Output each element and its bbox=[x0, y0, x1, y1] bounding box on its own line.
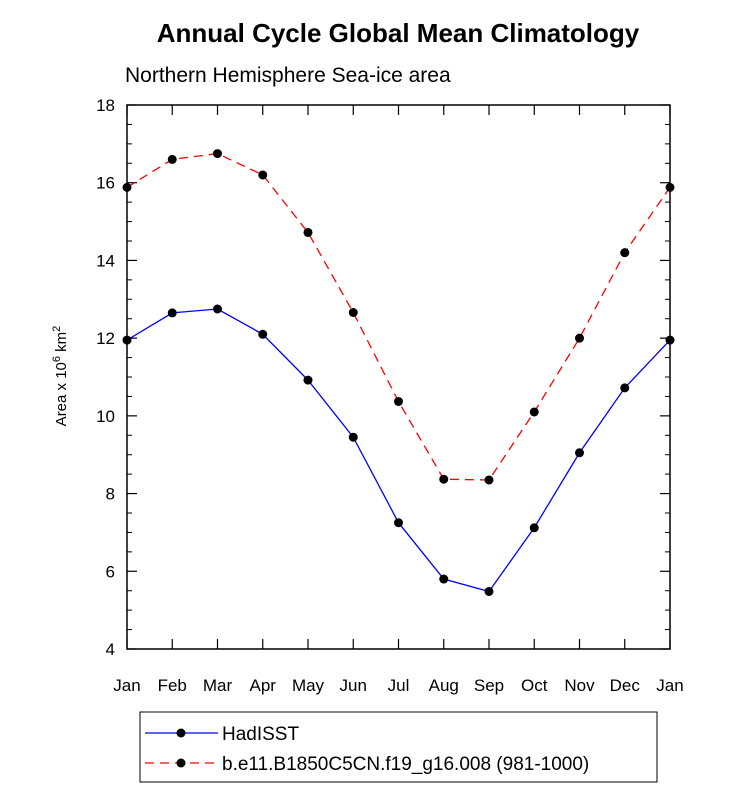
x-tick-label: Jun bbox=[340, 676, 367, 695]
legend-marker-2 bbox=[176, 758, 186, 768]
series-1-point bbox=[439, 574, 449, 584]
x-tick-label: May bbox=[292, 676, 325, 695]
series-2-point bbox=[258, 170, 268, 180]
series-1-point bbox=[258, 329, 268, 339]
series-2-point bbox=[122, 182, 132, 192]
y-axis-label-text: Area x 10 bbox=[53, 362, 70, 426]
series-2-point bbox=[620, 248, 630, 258]
y-tick-label: 18 bbox=[96, 96, 115, 115]
y-axis-label-unit-exponent: 2 bbox=[51, 326, 63, 332]
y-axis-label-exponent: 6 bbox=[51, 356, 63, 362]
y-axis-label: Area x 106 km2 bbox=[51, 326, 70, 427]
y-tick-label: 12 bbox=[96, 329, 115, 348]
legend-box bbox=[139, 711, 658, 783]
series-1-point bbox=[348, 432, 358, 442]
series-2-point bbox=[348, 307, 358, 317]
x-tick-label: Aug bbox=[429, 676, 459, 695]
legend-label-2: b.e11.B1850C5CN.f19_g16.008 (981-1000) bbox=[222, 754, 589, 775]
series-1-point bbox=[167, 308, 177, 318]
series-2-point bbox=[575, 333, 584, 343]
y-tick-label: 16 bbox=[96, 174, 115, 193]
series-1-point bbox=[394, 518, 403, 528]
series-1-point bbox=[665, 335, 675, 345]
x-tick-label: Jan bbox=[656, 676, 683, 695]
x-tick-label: Oct bbox=[521, 676, 548, 695]
legend: HadISST b.e11.B1850C5CN.f19_g16.008 (981-… bbox=[145, 724, 589, 775]
axis-ticks: Jan Feb Mar Apr May Jun Jul Aug Sep Oct Nov Dec Jan 4… bbox=[96, 96, 684, 695]
y-tick-label: 14 bbox=[96, 251, 115, 270]
x-tick-label: Jul bbox=[388, 676, 410, 695]
series-layer bbox=[122, 149, 675, 596]
series-2-point bbox=[394, 396, 403, 406]
x-tick-label: Mar bbox=[203, 676, 233, 695]
series-2-point bbox=[213, 149, 222, 159]
series-2-point bbox=[439, 474, 449, 484]
legend-label-1: HadISST bbox=[222, 724, 299, 745]
x-tick-label: Feb bbox=[158, 676, 187, 695]
series-line-2 bbox=[126, 152, 671, 481]
series-1-point bbox=[484, 586, 494, 596]
series-2-point bbox=[665, 182, 675, 192]
series-2-point bbox=[303, 227, 313, 237]
chart-subtitle: Northern Hemisphere Sea-ice area bbox=[125, 64, 451, 87]
series-2-point bbox=[167, 154, 177, 164]
series-1-point bbox=[303, 375, 313, 385]
x-tick-label: Jan bbox=[113, 676, 140, 695]
chart-title: Annual Cycle Global Mean Climatology bbox=[157, 18, 640, 48]
series-1-point bbox=[122, 335, 132, 345]
series-1-point bbox=[213, 304, 222, 314]
legend-marker-1 bbox=[176, 728, 186, 738]
series-1-point bbox=[620, 383, 630, 393]
plot-frame bbox=[126, 104, 671, 650]
series-line-1 bbox=[126, 308, 671, 593]
series-2-point bbox=[529, 407, 539, 417]
x-tick-label: Dec bbox=[610, 676, 641, 695]
y-tick-label: 4 bbox=[106, 640, 115, 659]
x-tick-label: Sep bbox=[474, 676, 504, 695]
y-tick-label: 8 bbox=[106, 485, 115, 504]
series-1-point bbox=[575, 448, 584, 458]
y-tick-label: 10 bbox=[96, 407, 115, 426]
x-tick-label: Nov bbox=[564, 676, 595, 695]
series-1-point bbox=[529, 523, 539, 533]
series-2-point bbox=[484, 475, 494, 485]
y-tick-label: 6 bbox=[106, 562, 115, 581]
y-axis-label-unit: km bbox=[53, 332, 70, 356]
x-tick-label: Apr bbox=[250, 676, 277, 695]
